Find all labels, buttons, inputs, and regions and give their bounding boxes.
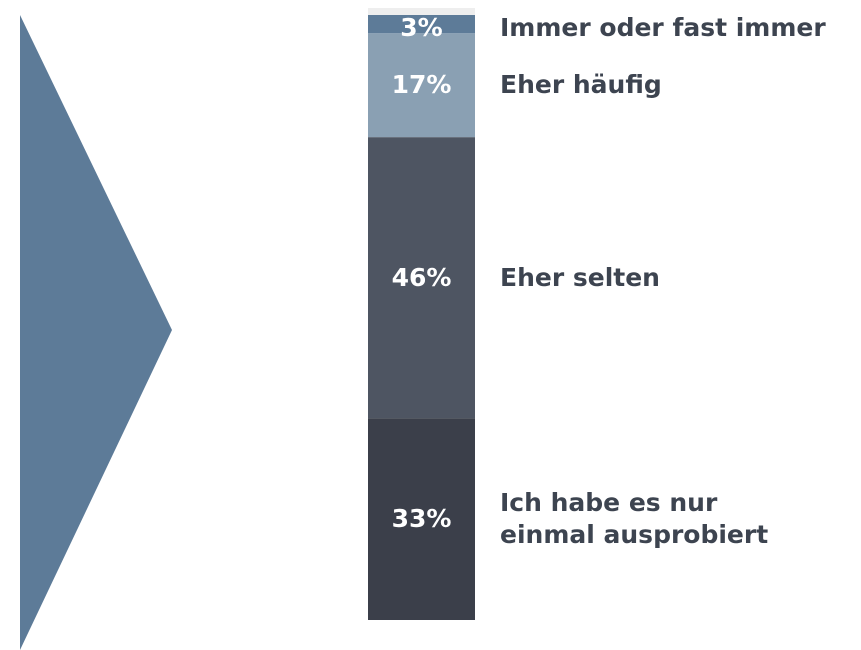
- value-label: 17%: [391, 70, 452, 100]
- bar-top-strip: [368, 8, 475, 15]
- value-label: 46%: [391, 262, 452, 292]
- legend-label: Eher selten: [500, 262, 660, 292]
- value-label: 33%: [391, 504, 452, 534]
- legend-label: Ich habe es nur einmal ausprobiert: [500, 488, 769, 550]
- bar-segment: [368, 418, 475, 620]
- value-label: 3%: [400, 13, 443, 42]
- legend-label: Eher häufig: [500, 70, 662, 100]
- bar-segment: [368, 33, 475, 138]
- decor-arrow: [20, 15, 172, 650]
- bar-segment: [368, 15, 475, 34]
- bar-segment: [368, 137, 475, 419]
- legend-label: Immer oder fast immer: [500, 13, 826, 42]
